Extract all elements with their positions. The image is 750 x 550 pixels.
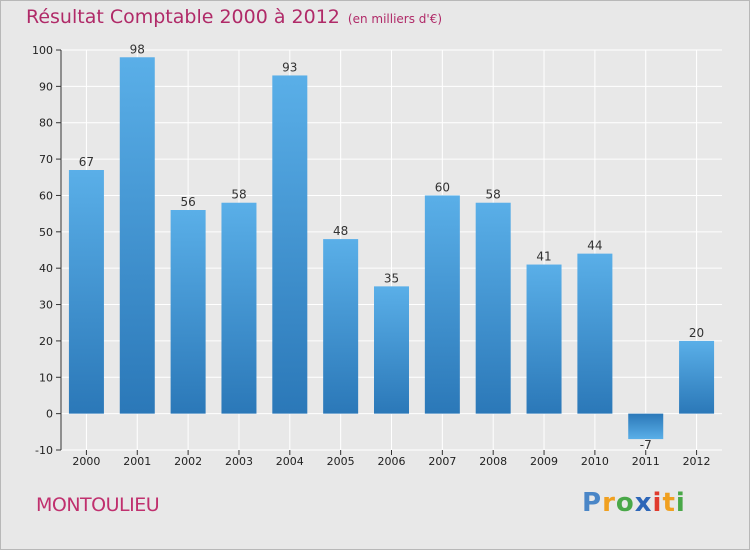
bar-label-2006: 35 — [384, 271, 399, 285]
y-tick-label-100: 100 — [32, 44, 53, 57]
bar-2011 — [628, 413, 664, 440]
y-tick-label-70: 70 — [39, 153, 53, 166]
bar-2004 — [272, 75, 308, 414]
y-tick-label-20: 20 — [39, 335, 53, 348]
bar-label-2008: 58 — [486, 188, 501, 202]
bar-2009 — [526, 264, 562, 414]
chart-title-text: Résultat Comptable 2000 à 2012 — [26, 6, 340, 28]
y-tick-label-0: 0 — [46, 408, 53, 421]
bar-label-2005: 48 — [333, 224, 348, 238]
x-tick-label-2000: 2000 — [72, 455, 100, 468]
commune-name: MONTOULIEU — [36, 494, 160, 516]
bars — [68, 57, 715, 440]
y-tick-label-10: 10 — [39, 371, 53, 384]
y-tick-label--10: -10 — [35, 444, 53, 457]
x-tick-label-2008: 2008 — [479, 455, 507, 468]
x-tick-label-2012: 2012 — [683, 455, 711, 468]
bar-2001 — [119, 57, 155, 414]
y-tick-label-40: 40 — [39, 262, 53, 275]
bar-2008 — [475, 202, 511, 414]
y-tick-label-30: 30 — [39, 299, 53, 312]
bar-2006 — [374, 286, 409, 414]
x-tick-label-2007: 2007 — [428, 455, 456, 468]
bar-label-2010: 44 — [587, 239, 602, 253]
x-tick-label-2003: 2003 — [225, 455, 253, 468]
x-tick-label-2002: 2002 — [174, 455, 202, 468]
labels: 67 98 56 58 93 48 35 60 58 41 44 -7 20 — [79, 42, 704, 452]
y-tick-label-50: 50 — [39, 226, 53, 239]
bar-label-2003: 58 — [231, 188, 246, 202]
x-tick-label-2006: 2006 — [378, 455, 406, 468]
bar-2000 — [68, 170, 104, 414]
bar-2007 — [424, 195, 460, 414]
axes: -10 0 10 20 30 40 50 60 70 80 90 100 2000 2001 2002 200… — [32, 44, 711, 468]
x-tick-label-2001: 2001 — [123, 455, 151, 468]
bar-2003 — [221, 202, 257, 414]
chart-subtitle: (en milliers d'€) — [347, 12, 443, 26]
bar-label-2011: -7 — [640, 438, 652, 452]
x-tick-label-2010: 2010 — [581, 455, 609, 468]
bar-label-2012: 20 — [689, 326, 704, 340]
bar-label-2007: 60 — [435, 180, 450, 194]
x-tick-label-2005: 2005 — [327, 455, 355, 468]
bar-2010 — [577, 253, 613, 414]
bar-2002 — [170, 210, 206, 414]
bar-2005 — [323, 239, 359, 414]
bar-label-2001: 98 — [130, 42, 145, 56]
bar-label-2004: 93 — [282, 60, 297, 74]
x-tick-label-2004: 2004 — [276, 455, 304, 468]
y-tick-label-90: 90 — [39, 80, 53, 93]
proxiti-logo: Proxiti — [582, 488, 686, 518]
bar-label-2002: 56 — [180, 195, 195, 209]
bar-2012 — [679, 340, 715, 414]
bar-label-2000: 67 — [79, 155, 94, 169]
y-tick-label-80: 80 — [39, 117, 53, 130]
chart-title: Résultat Comptable 2000 à 2012 (en millie… — [26, 6, 442, 28]
x-tick-label-2009: 2009 — [530, 455, 558, 468]
x-tick-label-2011: 2011 — [632, 455, 660, 468]
bar-label-2009: 41 — [536, 250, 551, 264]
y-tick-label-60: 60 — [39, 189, 53, 202]
